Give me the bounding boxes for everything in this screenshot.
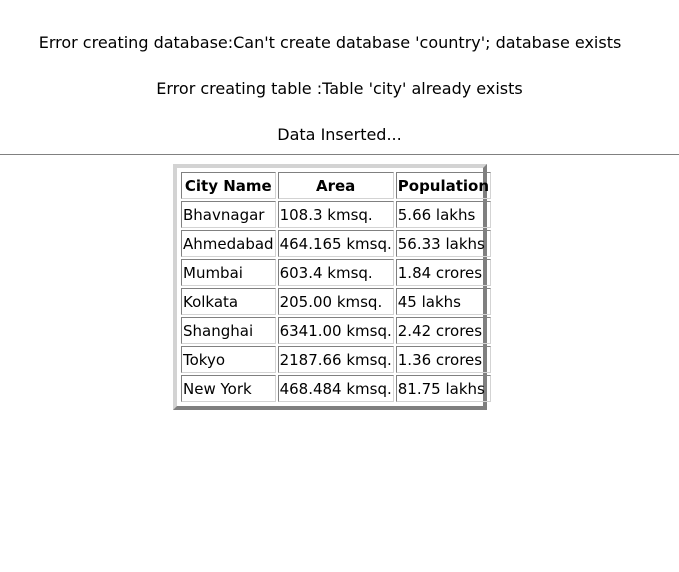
table-row: Tokyo 2187.66 kmsq. 1.36 crores	[181, 346, 492, 373]
cell-city-name: Ahmedabad	[181, 230, 276, 257]
table-error-message: Error creating table :Table 'city' alrea…	[156, 79, 523, 98]
cell-city-name: Kolkata	[181, 288, 276, 315]
cell-city-name: Bhavnagar	[181, 201, 276, 228]
horizontal-rule	[0, 154, 679, 155]
table-row: Shanghai 6341.00 kmsq. 2.42 crores	[181, 317, 492, 344]
cell-area: 464.165 kmsq.	[277, 230, 394, 257]
cell-city-name: Tokyo	[181, 346, 276, 373]
cell-area: 6341.00 kmsq.	[277, 317, 394, 344]
table-header-row: City Name Area Population	[181, 172, 492, 199]
cell-population: 1.36 crores	[395, 346, 492, 373]
table-row: Mumbai 603.4 kmsq. 1.84 crores	[181, 259, 492, 286]
cell-population: 56.33 lakhs	[395, 230, 492, 257]
table-row: Kolkata 205.00 kmsq. 45 lakhs	[181, 288, 492, 315]
cell-area: 205.00 kmsq.	[277, 288, 394, 315]
cell-population: 2.42 crores	[395, 317, 492, 344]
city-table: City Name Area Population Bhavnagar 108.…	[179, 170, 493, 404]
database-error-message: Error creating database:Can't create dat…	[38, 33, 622, 52]
cell-city-name: Mumbai	[181, 259, 276, 286]
cell-population: 1.84 crores	[395, 259, 492, 286]
table-row: Ahmedabad 464.165 kmsq. 56.33 lakhs	[181, 230, 492, 257]
cell-population: 45 lakhs	[395, 288, 492, 315]
cell-city-name: New York	[181, 375, 276, 402]
column-header-area: Area	[277, 172, 394, 199]
cell-area: 603.4 kmsq.	[277, 259, 394, 286]
table-row: Bhavnagar 108.3 kmsq. 5.66 lakhs	[181, 201, 492, 228]
column-header-city-name: City Name	[181, 172, 276, 199]
cell-area: 468.484 kmsq.	[277, 375, 394, 402]
cell-population: 81.75 lakhs	[395, 375, 492, 402]
city-table-frame: City Name Area Population Bhavnagar 108.…	[173, 164, 492, 410]
cell-city-name: Shanghai	[181, 317, 276, 344]
data-inserted-message: Data Inserted...	[277, 125, 402, 144]
cell-area: 2187.66 kmsq.	[277, 346, 394, 373]
cell-area: 108.3 kmsq.	[277, 201, 394, 228]
table-row: New York 468.484 kmsq. 81.75 lakhs	[181, 375, 492, 402]
cell-population: 5.66 lakhs	[395, 201, 492, 228]
column-header-population: Population	[395, 172, 492, 199]
